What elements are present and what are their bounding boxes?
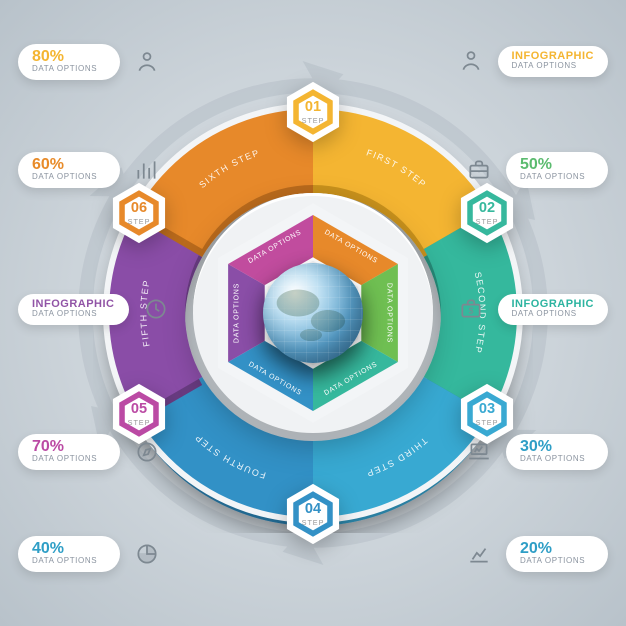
- clock-icon: [139, 292, 173, 326]
- svg-text:06: 06: [131, 200, 147, 216]
- briefcase-icon: [462, 153, 496, 187]
- callout-pill: 70% DATA OPTIONS: [18, 434, 120, 470]
- step-badge: 02 STEP: [456, 178, 518, 248]
- svg-text:STEP: STEP: [302, 518, 325, 527]
- svg-text:03: 03: [479, 401, 495, 417]
- person-icon: [454, 44, 488, 78]
- callout-pill: 80% DATA OPTIONS: [18, 44, 120, 80]
- callout: 20% DATA OPTIONS: [462, 536, 608, 572]
- callout: 60% DATA OPTIONS: [18, 152, 164, 188]
- callout-pill: INFOGRAPHIC DATA OPTIONS: [498, 46, 609, 77]
- svg-text:STEP: STEP: [128, 417, 151, 426]
- callout: 30% DATA OPTIONS: [462, 434, 608, 470]
- step-badge: 04 STEP: [282, 479, 344, 549]
- svg-text:02: 02: [479, 200, 495, 216]
- pie-icon: [130, 537, 164, 571]
- callout: 50% DATA OPTIONS: [462, 152, 608, 188]
- step-badge: 01 STEP: [282, 77, 344, 147]
- svg-text:STEP: STEP: [302, 116, 325, 125]
- callout-pill: 50% DATA OPTIONS: [506, 152, 608, 188]
- infographic-stage: FIRST STEPSECOND STEPTHIRD STEPFOURTH ST…: [0, 0, 626, 626]
- callout-pill: 20% DATA OPTIONS: [506, 536, 608, 572]
- compass-icon: [130, 435, 164, 469]
- inner-hex-label: DATA OPTIONS: [234, 273, 241, 353]
- callout-pill: INFOGRAPHIC DATA OPTIONS: [498, 294, 609, 325]
- svg-text:$: $: [468, 305, 473, 315]
- svg-text:05: 05: [131, 401, 147, 417]
- callout: 80% DATA OPTIONS: [18, 44, 164, 80]
- callout-pill: INFOGRAPHIC DATA OPTIONS: [18, 294, 129, 325]
- svg-text:STEP: STEP: [128, 216, 151, 225]
- callout-pill: 60% DATA OPTIONS: [18, 152, 120, 188]
- callout: INFOGRAPHIC DATA OPTIONS $: [454, 292, 609, 326]
- callout: INFOGRAPHIC DATA OPTIONS: [18, 292, 173, 326]
- callout: 40% DATA OPTIONS: [18, 536, 164, 572]
- chart-icon: [462, 537, 496, 571]
- callout: INFOGRAPHIC DATA OPTIONS: [454, 44, 609, 78]
- laptop-icon: [462, 435, 496, 469]
- step-badge: 06 STEP: [108, 178, 170, 248]
- svg-text:STEP: STEP: [476, 216, 499, 225]
- svg-text:01: 01: [305, 99, 321, 115]
- bars-icon: [130, 153, 164, 187]
- case-icon: $: [454, 292, 488, 326]
- inner-hex-label: DATA OPTIONS: [386, 273, 393, 353]
- globe-icon: [263, 263, 363, 363]
- callout: 70% DATA OPTIONS: [18, 434, 164, 470]
- person-icon: [130, 45, 164, 79]
- svg-text:04: 04: [305, 501, 322, 517]
- callout-pill: 40% DATA OPTIONS: [18, 536, 120, 572]
- callout-pill: 30% DATA OPTIONS: [506, 434, 608, 470]
- svg-text:STEP: STEP: [476, 417, 499, 426]
